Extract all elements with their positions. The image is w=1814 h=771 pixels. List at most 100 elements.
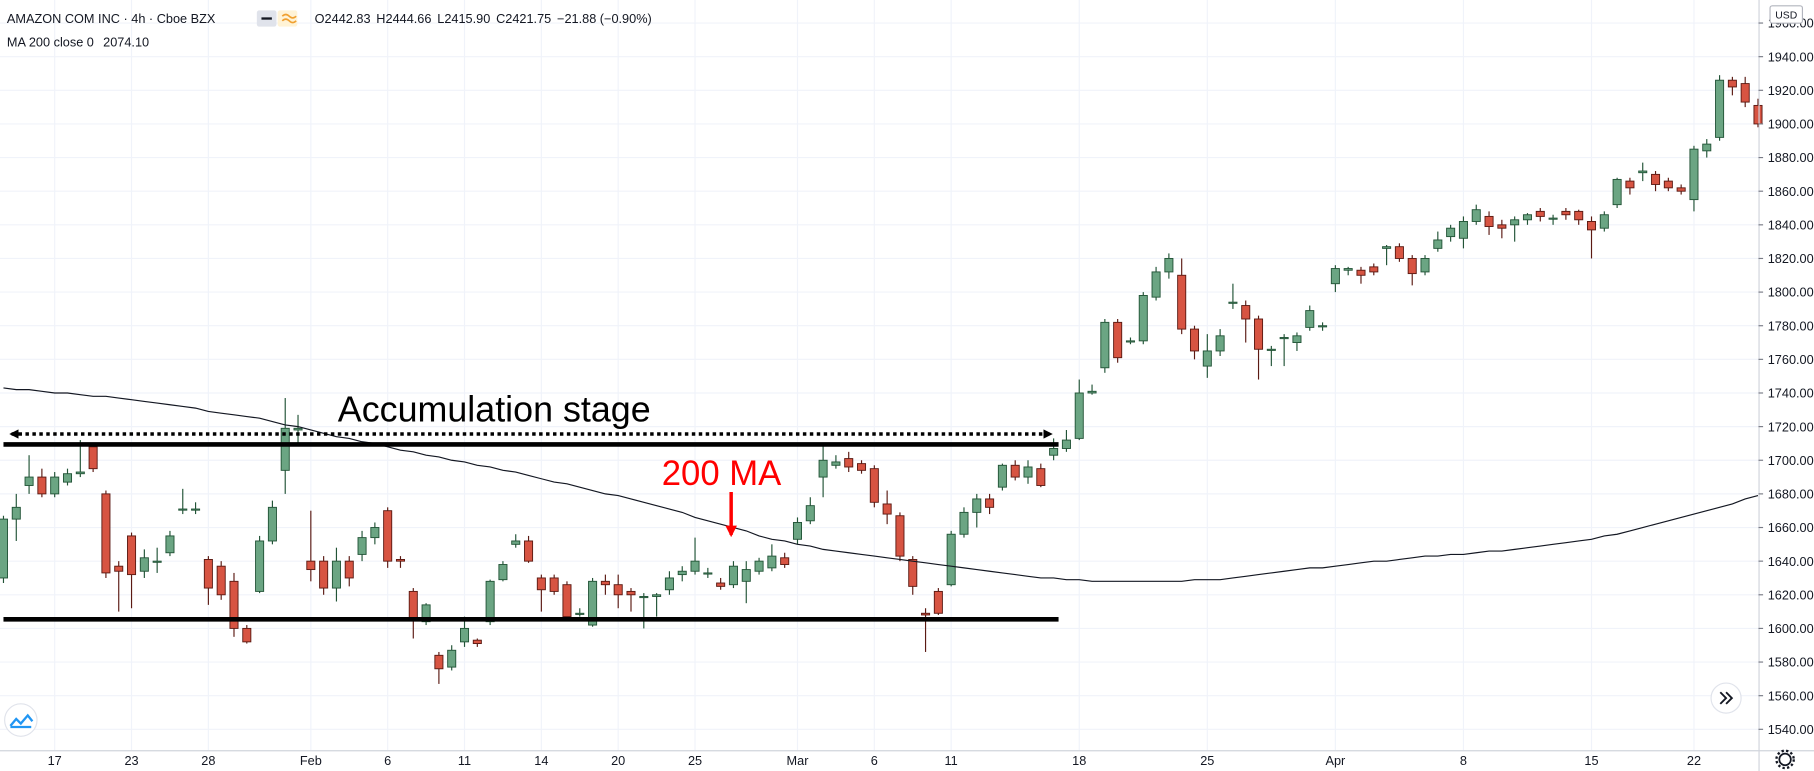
candle-body bbox=[588, 580, 598, 626]
candle-body bbox=[1625, 180, 1635, 189]
candle-body bbox=[831, 461, 841, 466]
candle-body bbox=[972, 498, 982, 513]
y-tick-label: 1800.00 bbox=[1768, 285, 1814, 300]
y-tick-label: 1560.00 bbox=[1768, 688, 1814, 703]
x-tick-label: 18 bbox=[1072, 753, 1086, 768]
ma-line bbox=[3, 387, 1759, 582]
candle-body bbox=[203, 559, 213, 589]
ohlc-value: −21.88 (−0.90%) bbox=[557, 11, 652, 26]
candle-body bbox=[395, 559, 405, 562]
candle-body bbox=[1599, 214, 1609, 229]
candle-body bbox=[575, 612, 585, 615]
candle-body bbox=[165, 535, 175, 554]
candle-body bbox=[716, 582, 726, 587]
candle-body bbox=[1369, 266, 1379, 273]
candle-body bbox=[229, 580, 239, 629]
candle-body bbox=[664, 577, 674, 591]
x-tick-label: 22 bbox=[1687, 753, 1701, 768]
x-tick-label: 6 bbox=[384, 753, 391, 768]
candle-body bbox=[88, 446, 98, 470]
candle-body bbox=[1574, 210, 1584, 221]
y-tick-label: 1700.00 bbox=[1768, 453, 1814, 468]
y-tick-label: 1820.00 bbox=[1768, 251, 1814, 266]
ma-legend-value: 2074.10 bbox=[103, 34, 149, 49]
candle-body bbox=[1689, 148, 1699, 201]
y-tick-label: 1840.00 bbox=[1768, 217, 1814, 232]
candle-body bbox=[485, 580, 495, 623]
candle-body bbox=[1522, 214, 1532, 221]
candle-body bbox=[62, 473, 73, 483]
candle-body bbox=[1305, 310, 1315, 328]
candle-body bbox=[677, 570, 687, 576]
candle-body bbox=[37, 476, 47, 495]
candle-body bbox=[1484, 215, 1494, 227]
candle-body bbox=[1612, 178, 1622, 206]
x-tick-label: 17 bbox=[48, 753, 62, 768]
x-tick-label: 8 bbox=[1460, 753, 1467, 768]
y-tick-label: 1640.00 bbox=[1768, 554, 1814, 569]
candle-body bbox=[728, 565, 738, 586]
candle-body bbox=[280, 427, 290, 471]
candle-body bbox=[50, 476, 60, 495]
candle-body bbox=[1177, 274, 1187, 330]
candle-body bbox=[460, 627, 470, 643]
currency: USD bbox=[1775, 11, 1797, 22]
candle-body bbox=[869, 468, 879, 503]
candle-body bbox=[1330, 268, 1340, 285]
settings-button[interactable] bbox=[1775, 749, 1795, 770]
candle-body bbox=[267, 506, 277, 542]
logo[interactable] bbox=[4, 703, 38, 737]
candle-body bbox=[1586, 221, 1597, 231]
candle-body bbox=[293, 427, 303, 431]
candle-body bbox=[690, 560, 700, 572]
candle-body bbox=[139, 557, 149, 572]
candle-body bbox=[1458, 221, 1468, 239]
ma-legend-name: MA 200 close 0 bbox=[7, 34, 94, 49]
candle-body bbox=[1727, 79, 1737, 88]
header: AMAZON COM INC · 4h · Cboe BZX O2442.83 H… bbox=[7, 10, 652, 49]
candle-body bbox=[1740, 83, 1750, 103]
candle-body bbox=[383, 510, 393, 562]
candle-body bbox=[1651, 173, 1661, 185]
candle-body bbox=[1074, 392, 1084, 439]
candle-body bbox=[882, 503, 892, 515]
candle-body bbox=[946, 533, 956, 586]
candle-body bbox=[1023, 466, 1033, 478]
x-tick-label: 14 bbox=[534, 753, 548, 768]
y-tick-label: 1880.00 bbox=[1768, 150, 1814, 165]
x-tick-label: 11 bbox=[945, 753, 958, 768]
candle-body bbox=[1292, 335, 1302, 344]
candle-body bbox=[1433, 239, 1443, 249]
candle-body bbox=[1753, 104, 1763, 125]
y-tick-label: 1900.00 bbox=[1768, 117, 1814, 132]
candle-body bbox=[1113, 321, 1123, 359]
scroll-button[interactable] bbox=[1710, 682, 1742, 714]
candle-body bbox=[921, 612, 931, 616]
candle-body bbox=[933, 590, 943, 614]
candle-body bbox=[24, 476, 34, 486]
compare-icon[interactable] bbox=[277, 10, 298, 27]
candle-body bbox=[1382, 246, 1392, 249]
candle-body bbox=[613, 584, 623, 596]
candle-body bbox=[1407, 257, 1417, 275]
y-tick-label: 1680.00 bbox=[1768, 487, 1814, 502]
candle-body bbox=[1702, 143, 1712, 152]
gear-teeth bbox=[1775, 749, 1795, 770]
candle-body bbox=[1189, 328, 1200, 352]
candle-body bbox=[549, 577, 559, 592]
y-tick-label: 1720.00 bbox=[1768, 419, 1814, 434]
y-tick-label: 1620.00 bbox=[1768, 587, 1814, 602]
candle-body bbox=[1266, 348, 1276, 351]
y-tick-label: 1860.00 bbox=[1768, 184, 1814, 199]
candle-body bbox=[1125, 340, 1135, 343]
candle-body bbox=[447, 649, 457, 668]
candle-body bbox=[1100, 321, 1110, 369]
candle-body bbox=[306, 560, 316, 571]
y-tick-label: 1580.00 bbox=[1768, 655, 1814, 670]
x-tick-label: 15 bbox=[1584, 753, 1598, 768]
candle-body bbox=[472, 639, 482, 645]
x-tick-label: 25 bbox=[688, 753, 702, 768]
candle-body bbox=[1049, 448, 1059, 456]
candle-body bbox=[1535, 210, 1545, 217]
candle-body bbox=[652, 594, 662, 597]
